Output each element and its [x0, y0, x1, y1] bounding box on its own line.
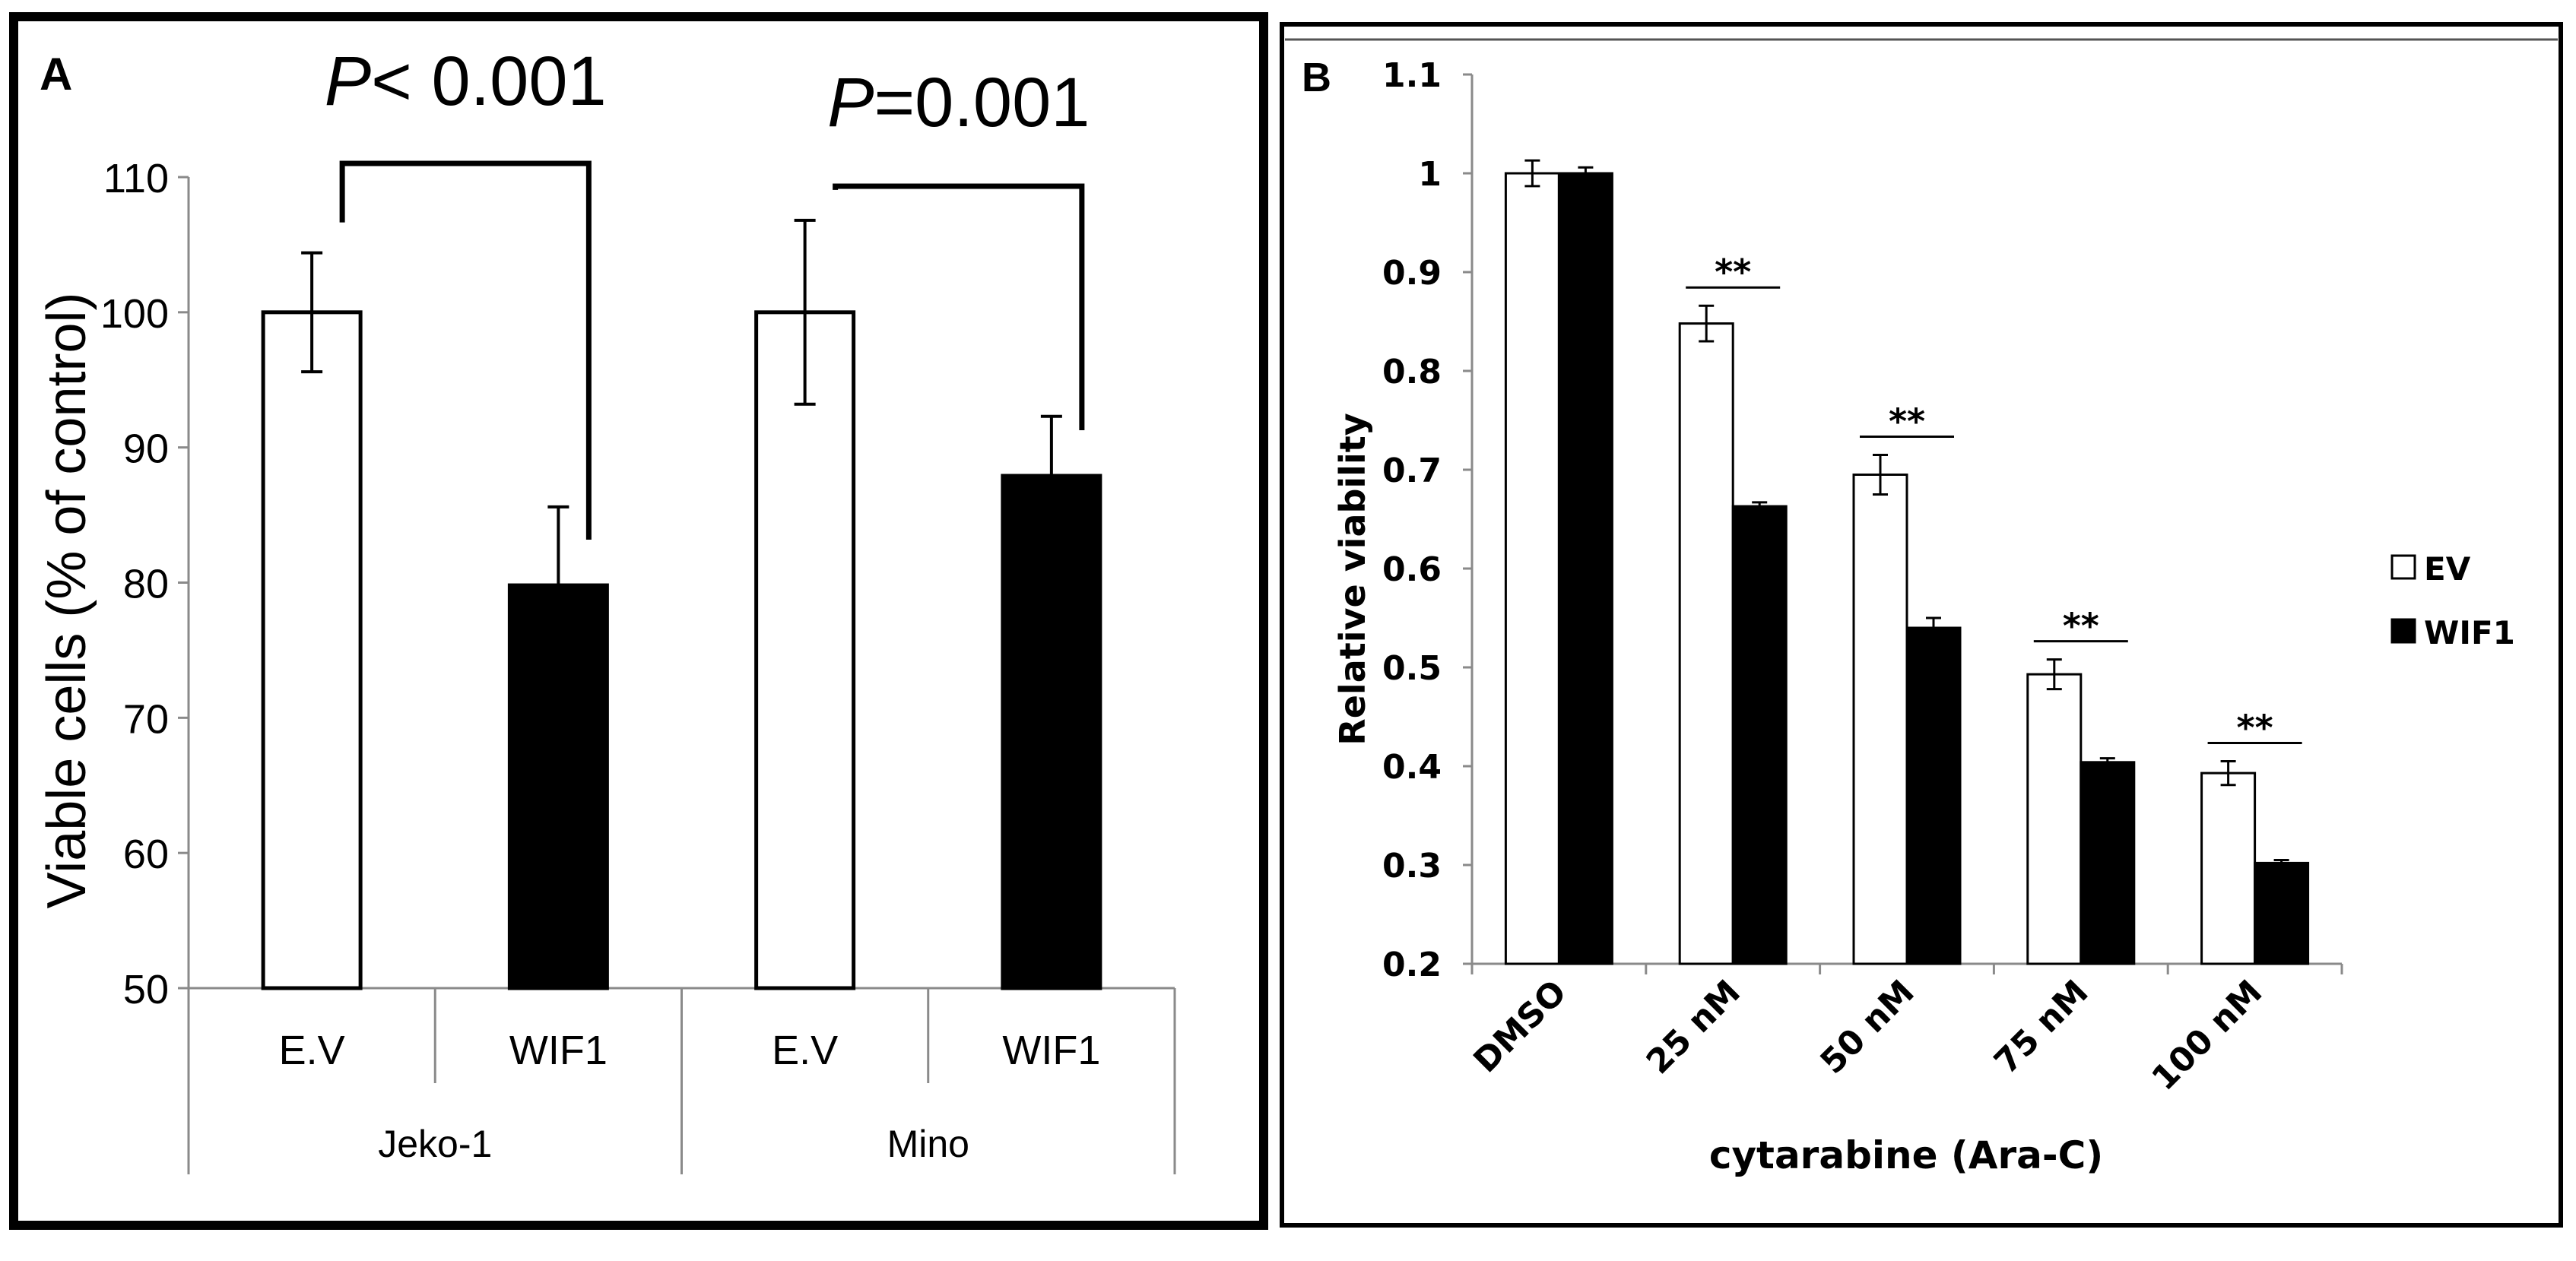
panel-b-y-axis-label: Relative viability [1332, 413, 1373, 745]
panel-a-y-tick-label: 90 [123, 426, 169, 472]
panel-b-y-tick-label: 1 [1418, 155, 1442, 194]
panel-b-label: B [1302, 55, 1331, 100]
panel-b-y-tick-label: 1.1 [1382, 56, 1442, 95]
panel-a-bar [754, 310, 856, 990]
panel-a-y-tick-label: 50 [123, 967, 169, 1012]
panel-a-p-value: P=0.001 [827, 64, 1090, 141]
panel-b-y-tick-label: 0.8 [1382, 353, 1442, 391]
panel-b-bar [1678, 322, 1734, 965]
panel-b-bar [2026, 673, 2083, 965]
panel-b-bar [1905, 626, 1962, 965]
panel-a-y-tick-label: 60 [123, 832, 169, 877]
panel-b-bar [1852, 474, 1908, 965]
panel-a-y-tick-label: 70 [123, 696, 169, 742]
panel-b-bar [2200, 771, 2257, 965]
panel-b-y-tick-label: 0.3 [1382, 847, 1442, 886]
panel-b-legend-label: WIF1 [2424, 614, 2515, 651]
panel-b-significance-marker: ** [2063, 606, 2099, 647]
panel-a-y-tick-label: 80 [123, 562, 169, 607]
panel-b-x-axis-label: cytarabine (Ara-C) [1709, 1133, 2103, 1177]
panel-b-y-tick-label: 0.7 [1382, 451, 1442, 490]
panel-a-p-value: P< 0.001 [325, 43, 607, 120]
panel-a-bar-label: WIF1 [509, 1028, 608, 1073]
panel-b-y-tick-label: 0.6 [1382, 550, 1442, 589]
panel-a-label: A [40, 49, 72, 100]
panel-a-significance-bracket [833, 183, 1085, 431]
panel-a-y-tick-label: 110 [103, 156, 169, 201]
panel-a-group-label: Jeko-1 [378, 1123, 492, 1165]
panel-b-bar [2080, 761, 2136, 965]
panel-a-bar-label: E.V [772, 1028, 838, 1073]
panel-a-y-axis-label: Viable cells (% of control) [36, 292, 97, 908]
panel-b-y-tick-label: 0.5 [1382, 649, 1442, 688]
panel-b-frame [1280, 22, 2563, 1228]
panel-a-group-label: Mino [887, 1123, 969, 1165]
panel-a-bar [261, 310, 363, 990]
panel-a-significance-bracket [339, 160, 592, 540]
panel-b-legend-swatch [2390, 554, 2416, 580]
panel-b-legend-swatch [2390, 618, 2416, 644]
panel-a-y-tick-label: 100 [100, 291, 169, 337]
panel-b-significance-marker: ** [2237, 708, 2273, 749]
panel-b-y-tick-label: 0.9 [1382, 254, 1442, 293]
panel-b-bar [2254, 861, 2310, 965]
panel-b-y-tick-label: 0.2 [1382, 946, 1442, 984]
panel-b-bar [1731, 505, 1788, 965]
panel-b-legend-label: EV [2424, 550, 2471, 588]
panel-b-bar [1504, 172, 1560, 965]
panel-a-bar [1001, 474, 1102, 990]
panel-a-bar-label: E.V [279, 1028, 345, 1073]
panel-a-plot: 50 60 70 80 90 100 110 Jeko-1 E.V WIF1 Mino E.V WIF1… [100, 43, 1176, 1174]
panel-b-bar [1557, 172, 1613, 965]
panel-b-significance-marker: ** [1889, 401, 1925, 442]
panel-b-significance-marker: ** [1715, 252, 1751, 293]
panel-a-bar-label: WIF1 [1002, 1028, 1100, 1073]
panel-b-y-tick-label: 0.4 [1382, 748, 1442, 787]
